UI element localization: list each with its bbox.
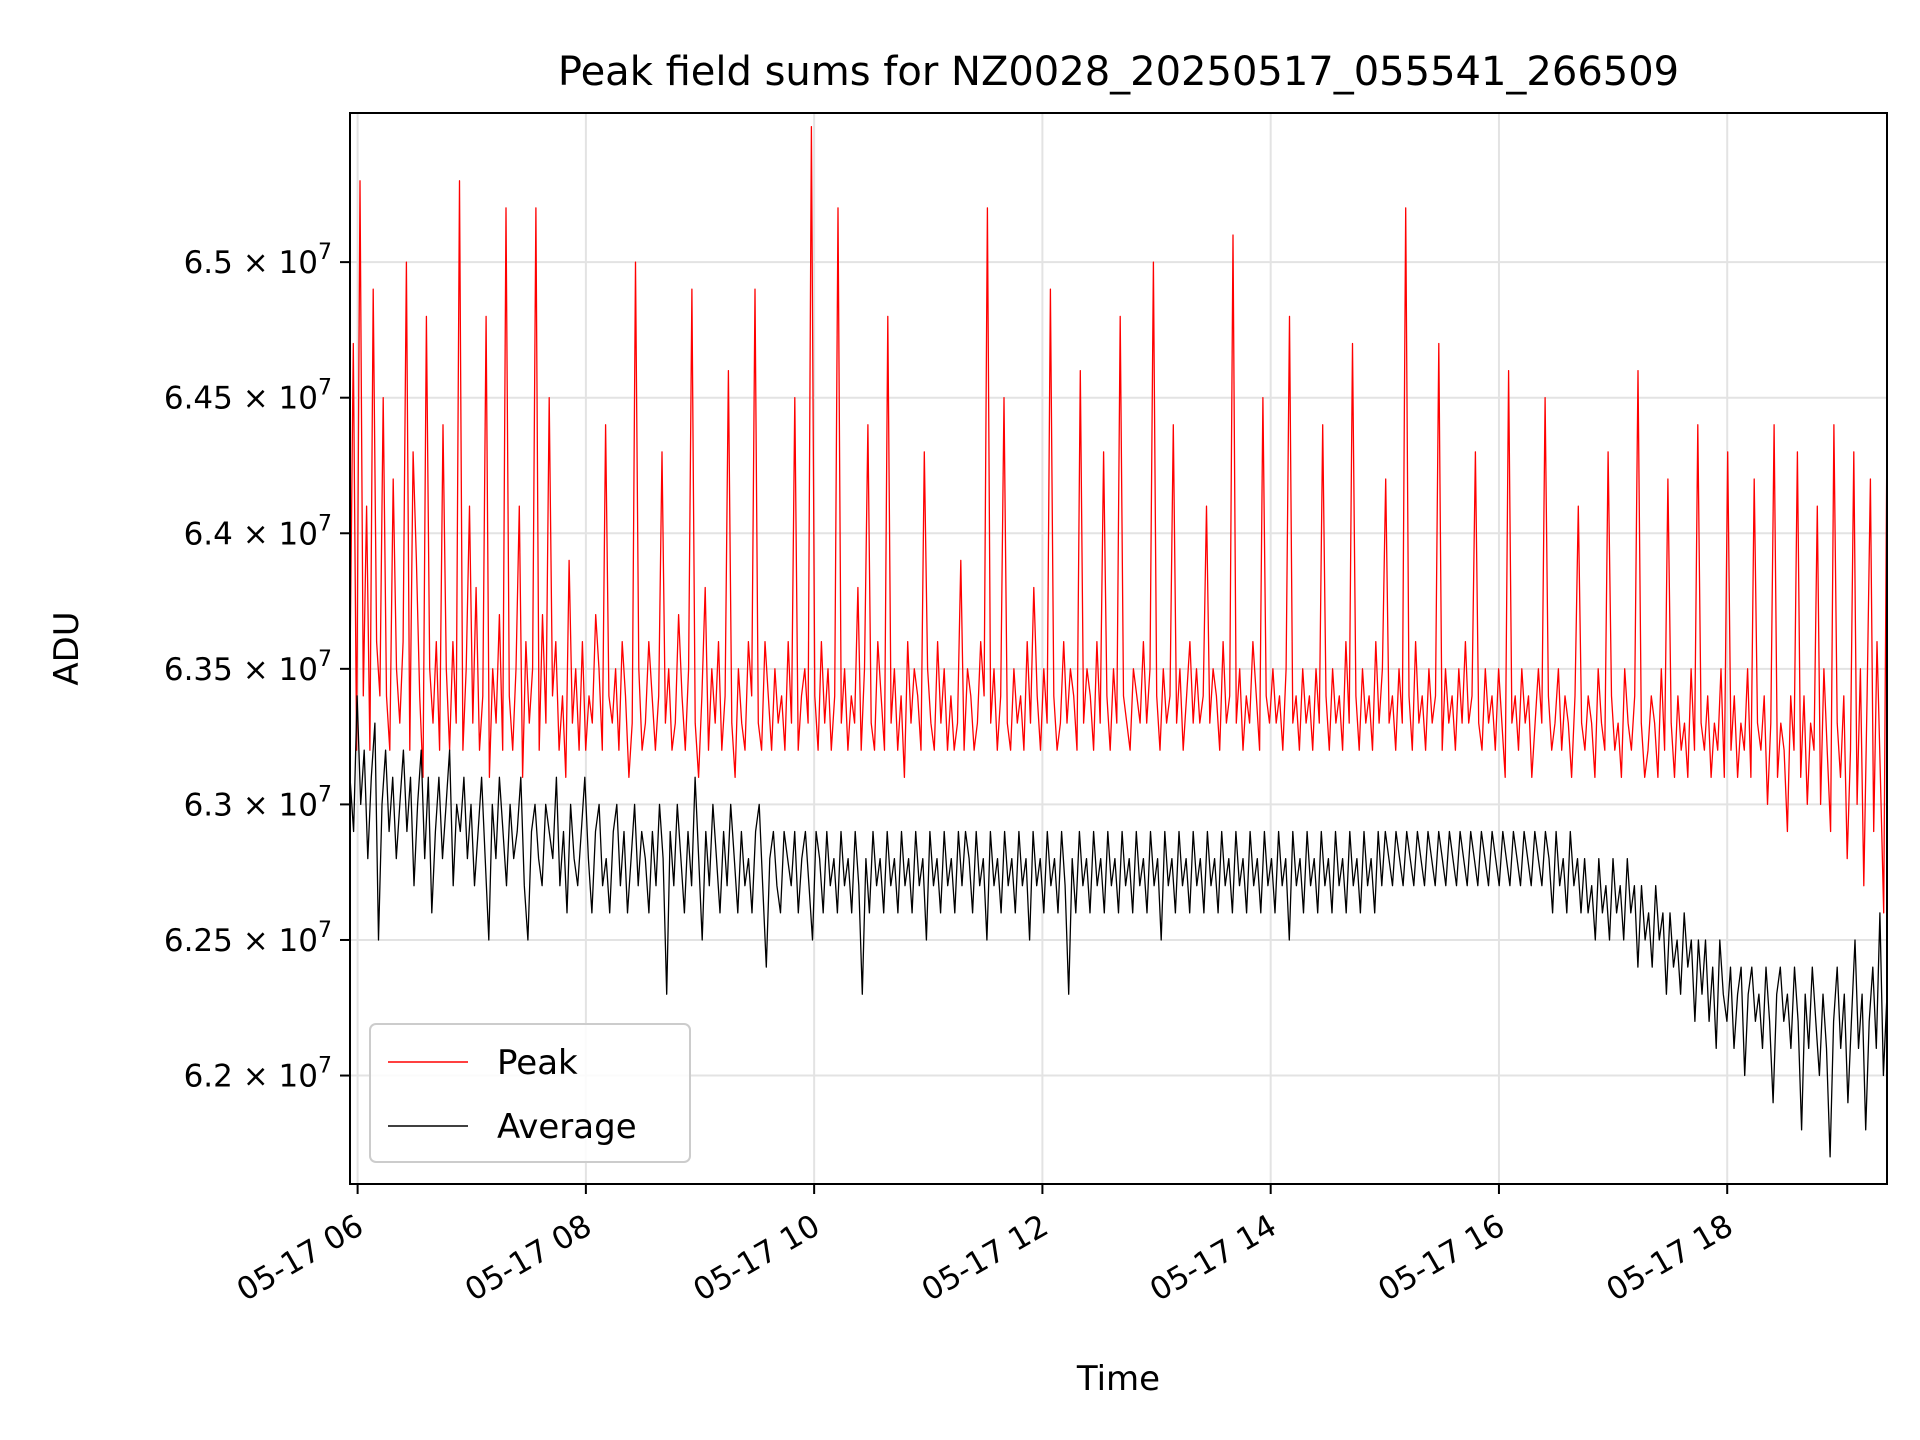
y-tick-label: 6.3 × 107 xyxy=(184,782,332,823)
series-layer xyxy=(350,125,1887,1158)
legend-label-peak: Peak xyxy=(497,1043,578,1083)
x-axis-label: Time xyxy=(1076,1359,1160,1399)
y-tick-label: 6.4 × 107 xyxy=(184,511,332,552)
grid xyxy=(350,113,1887,1184)
series-line-average xyxy=(350,695,1887,1158)
y-tick-label: 6.35 × 107 xyxy=(164,647,332,688)
y-axis: 6.2 × 107 6.25 × 107 6.3 × 107 6.35 × 107 6.… xyxy=(164,240,350,1095)
y-tick-label: 6.25 × 107 xyxy=(164,918,332,959)
chart-title: Peak field sums for NZ0028_20250517_0555… xyxy=(558,49,1679,95)
legend-box xyxy=(369,1023,691,1163)
plot-frame xyxy=(349,112,1888,1185)
series-line-peak xyxy=(350,125,1887,914)
y-tick-label: 6.2 × 107 xyxy=(184,1054,332,1095)
legend-label-average: Average xyxy=(497,1107,637,1147)
legend: Peak Average xyxy=(369,1023,691,1163)
y-tick-label: 6.45 × 107 xyxy=(164,376,332,417)
y-tick-label: 6.5 × 107 xyxy=(184,240,332,281)
y-axis-label: ADU xyxy=(47,611,87,685)
